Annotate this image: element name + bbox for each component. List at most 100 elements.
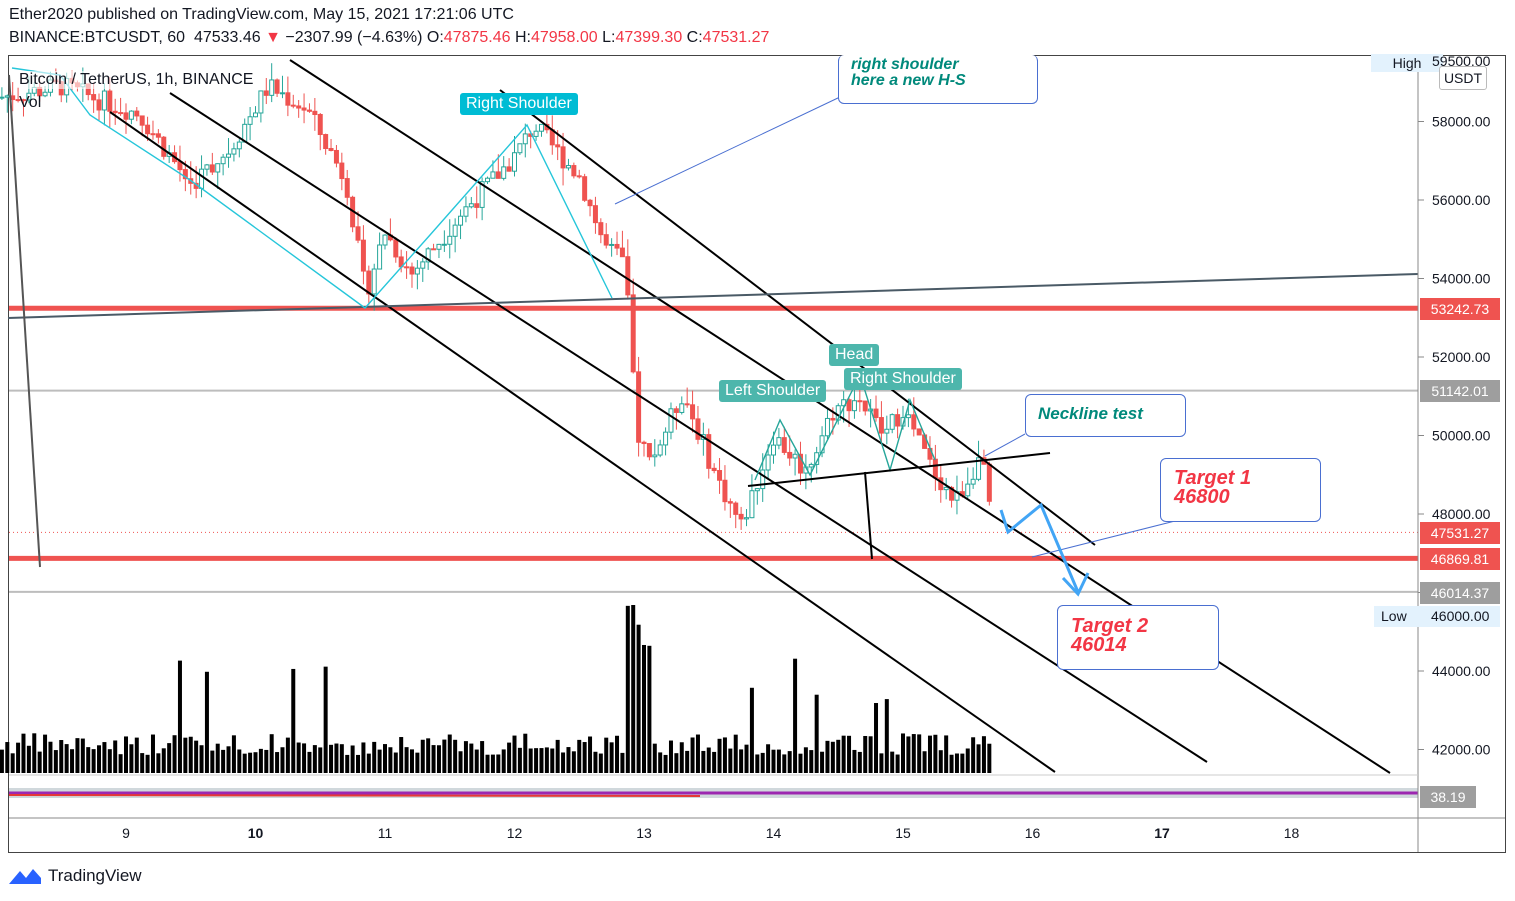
candle-body[interactable] [107, 90, 113, 112]
volume-bar[interactable] [857, 751, 862, 773]
big-neckline[interactable] [7, 273, 1419, 319]
candle-body[interactable] [522, 133, 528, 145]
candle-body[interactable] [301, 107, 307, 111]
candle-body[interactable] [91, 94, 97, 101]
volume-bar[interactable] [884, 699, 889, 773]
legend-title[interactable]: Bitcoin / TetherUS, 1h, BINANCE [19, 71, 254, 89]
candle-body[interactable] [26, 92, 32, 101]
volume-bar[interactable] [377, 749, 382, 773]
volume-bar[interactable] [177, 660, 182, 773]
volume-bar[interactable] [566, 747, 571, 773]
candle-body[interactable] [458, 215, 464, 226]
candle-body[interactable] [884, 428, 890, 434]
candle-body[interactable] [986, 463, 992, 502]
chart-frame[interactable] [8, 55, 1506, 853]
volume-bar[interactable] [210, 750, 215, 773]
small-neckline[interactable] [747, 452, 1051, 487]
volume-bar[interactable] [436, 745, 441, 773]
projection-arrow[interactable] [999, 502, 1080, 593]
candle-body[interactable] [970, 478, 976, 485]
volume-bar[interactable] [690, 737, 695, 773]
candle-body[interactable] [808, 463, 814, 468]
note-pointer[interactable] [614, 96, 841, 205]
volume-bar[interactable] [291, 668, 296, 773]
volume-bar[interactable] [258, 748, 263, 773]
volume-bar[interactable] [280, 747, 285, 773]
candle-body[interactable] [328, 148, 334, 151]
candle-body[interactable] [873, 408, 879, 419]
volume-bar[interactable] [528, 748, 533, 773]
volume-bar[interactable] [679, 742, 684, 773]
volume-bar[interactable] [836, 739, 841, 773]
candle-body[interactable] [781, 437, 787, 453]
volume-bar[interactable] [539, 748, 544, 773]
volume-bar[interactable] [971, 737, 976, 773]
candle-body[interactable] [485, 177, 491, 183]
candle-body[interactable] [490, 171, 496, 179]
candle-body[interactable] [727, 501, 733, 504]
volume-bar[interactable] [383, 744, 387, 773]
candle-body[interactable] [20, 99, 26, 102]
candle-body[interactable] [911, 414, 917, 430]
candle-body[interactable] [463, 206, 469, 217]
label-head[interactable]: Head [829, 344, 880, 366]
candle-body[interactable] [565, 165, 571, 169]
volume-bar[interactable] [10, 753, 15, 773]
volume-bar[interactable] [118, 754, 123, 773]
volume-bar[interactable] [501, 749, 506, 773]
candle-body[interactable] [614, 243, 620, 249]
volume-bar[interactable] [534, 748, 539, 773]
measured-move[interactable] [864, 471, 873, 560]
candle-body[interactable] [479, 181, 485, 208]
channel-line[interactable] [499, 89, 1096, 546]
volume-bar[interactable] [863, 735, 868, 773]
volume-bar[interactable] [393, 752, 398, 773]
candle-body[interactable] [895, 414, 901, 427]
left-trendline[interactable] [8, 74, 41, 568]
candle-body[interactable] [306, 109, 312, 112]
candle-body[interactable] [609, 243, 615, 246]
candle-body[interactable] [571, 165, 577, 177]
volume-bar[interactable] [976, 744, 981, 773]
volume-bar[interactable] [981, 736, 986, 773]
volume-bar[interactable] [5, 742, 10, 773]
volume-bar[interactable] [609, 742, 614, 773]
candle-body[interactable] [695, 418, 701, 440]
candle-body[interactable] [754, 488, 760, 492]
candle-body[interactable] [506, 166, 512, 172]
volume-bar[interactable] [954, 753, 959, 773]
volume-bar[interactable] [571, 751, 576, 773]
candle-body[interactable] [42, 91, 48, 97]
volume-bar[interactable] [226, 746, 231, 773]
volume-bar[interactable] [70, 749, 75, 773]
volume-bar[interactable] [415, 752, 420, 773]
candle-body[interactable] [819, 435, 825, 454]
candle-body[interactable] [377, 244, 383, 270]
volume-bar[interactable] [264, 749, 269, 773]
volume-bar[interactable] [987, 743, 992, 773]
volume-bar[interactable] [890, 751, 895, 773]
volume-bar[interactable] [755, 754, 760, 773]
volume-bar[interactable] [334, 743, 339, 773]
candle-body[interactable] [749, 490, 755, 519]
candle-body[interactable] [269, 79, 275, 96]
volume-bar[interactable] [793, 658, 798, 773]
volume-bar[interactable] [658, 752, 663, 773]
volume-bar[interactable] [879, 753, 884, 773]
volume-bar[interactable] [544, 747, 549, 773]
volume-bar[interactable] [188, 736, 193, 773]
candle-body[interactable] [199, 168, 205, 189]
volume-bar[interactable] [48, 741, 53, 773]
volume-bar[interactable] [156, 753, 161, 773]
volume-bar[interactable] [733, 734, 738, 773]
candle-body[interactable] [382, 234, 388, 246]
volume-bar[interactable] [463, 741, 468, 773]
candle-body[interactable] [512, 152, 517, 172]
volume-bar[interactable] [550, 748, 555, 773]
volume-bar[interactable] [366, 753, 371, 773]
volume-bar[interactable] [431, 745, 436, 773]
volume-bar[interactable] [59, 740, 64, 773]
volume-bar[interactable] [744, 744, 749, 773]
candle-body[interactable] [965, 483, 971, 497]
